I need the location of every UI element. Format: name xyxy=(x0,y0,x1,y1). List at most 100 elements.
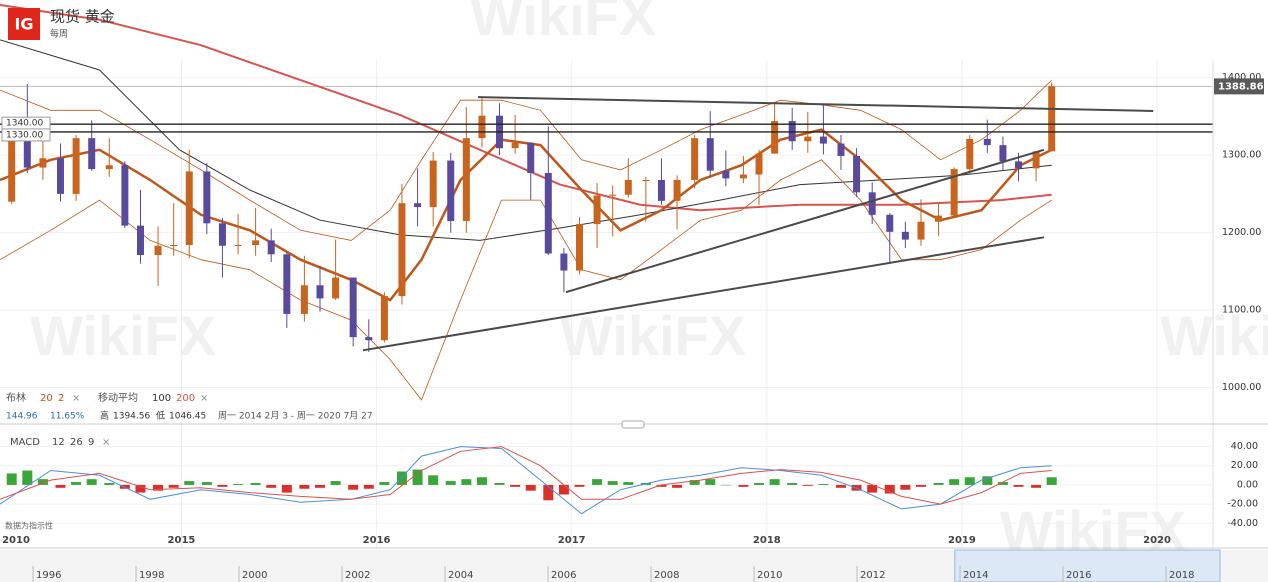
x-tick-label: 2019 xyxy=(948,535,976,546)
change-pct: 11.65% xyxy=(50,412,85,422)
navigator-tick-label: 2014 xyxy=(963,570,988,581)
low-label: 低 xyxy=(156,410,165,422)
navigator-tick-label: 2006 xyxy=(551,570,576,581)
macd-bar xyxy=(266,484,277,488)
candle-body xyxy=(966,138,974,170)
macd-bar xyxy=(396,471,407,485)
candle-body xyxy=(234,245,242,246)
watermark: WikiFX xyxy=(1160,304,1268,367)
overlay-line xyxy=(0,159,1052,401)
macd-bar xyxy=(135,484,146,493)
legend-close[interactable]: × xyxy=(102,437,110,448)
navigator-tick-label: 1996 xyxy=(36,570,61,581)
candle-body xyxy=(706,138,714,171)
candle-body xyxy=(657,179,665,201)
high: 1394.56 xyxy=(113,412,150,422)
legend-close[interactable]: × xyxy=(72,393,80,404)
candle-body xyxy=(868,192,876,215)
candle-body xyxy=(935,215,943,222)
candle-body xyxy=(576,224,584,271)
macd-line xyxy=(0,446,1052,505)
candle-body xyxy=(609,194,617,196)
candle-body xyxy=(72,138,80,194)
navigator-tick-label: 2016 xyxy=(1066,570,1091,581)
macd-bar xyxy=(233,483,244,485)
macd-bar xyxy=(6,473,17,485)
y-tick-label: -40.00 xyxy=(1227,518,1258,529)
macd-bar xyxy=(997,482,1008,485)
macd-bar xyxy=(787,483,798,485)
candle-body xyxy=(917,221,925,240)
watermark: WikiFX xyxy=(470,0,656,47)
candle-body xyxy=(771,121,779,154)
macd-bar xyxy=(884,484,895,494)
candle-body xyxy=(136,225,144,256)
trendline xyxy=(565,148,1045,294)
candle-body xyxy=(478,115,486,139)
logo-box xyxy=(8,8,40,40)
candle-body xyxy=(349,277,357,338)
macd-bar xyxy=(802,484,813,486)
price-plot xyxy=(0,4,1213,401)
high-label: 高 xyxy=(100,410,109,422)
level-label: 1340.00 xyxy=(6,119,43,129)
macd-bar xyxy=(476,477,487,485)
navigator-tick-label: 1998 xyxy=(139,570,164,581)
navigator-window[interactable] xyxy=(954,549,1221,582)
macd-bar xyxy=(543,484,554,501)
candle-body xyxy=(819,136,827,144)
candle-body xyxy=(39,158,47,168)
candle-body xyxy=(983,138,991,146)
title: 现货 黄金 xyxy=(50,8,115,26)
candle-body xyxy=(398,203,406,297)
macd-bar xyxy=(949,479,960,485)
candle-body xyxy=(642,179,650,181)
candle-body xyxy=(462,138,470,221)
legend-param: 20 xyxy=(40,393,53,404)
candle-body xyxy=(527,142,535,173)
last-price-label: 1388.86 xyxy=(1218,81,1264,92)
macd-bar xyxy=(510,484,521,487)
x-tick-label: 2017 xyxy=(558,535,586,546)
period: 每周 xyxy=(50,28,68,40)
macd-bar xyxy=(982,476,993,485)
macd-bar xyxy=(592,479,603,485)
macd-bar xyxy=(379,482,390,485)
y-tick-label: 40.00 xyxy=(1231,441,1258,452)
legend-param: 100 xyxy=(152,393,171,404)
macd-bar xyxy=(55,484,66,488)
macd-param: 12 xyxy=(52,437,65,448)
macd-bar xyxy=(672,484,683,488)
low: 1046.45 xyxy=(169,412,206,422)
macd-bar xyxy=(720,484,731,486)
y-tick-label: 20.00 xyxy=(1231,460,1258,471)
macd-bar xyxy=(71,482,82,485)
navigator[interactable]: 1996 1998 2000 2002 2004 2006 2008 2010 2012 2014… xyxy=(0,549,1268,582)
candle-body xyxy=(283,254,291,314)
candle-body xyxy=(121,165,129,226)
macd-bar xyxy=(168,484,179,488)
candle-body xyxy=(23,135,31,168)
y-tick-label: -20.00 xyxy=(1227,499,1258,510)
candle-body xyxy=(380,296,388,341)
macd-bar xyxy=(1046,477,1057,485)
macd-bar xyxy=(574,484,585,487)
macd-bar xyxy=(915,484,926,487)
x-tick-label: 2018 xyxy=(753,535,781,546)
logo: IG xyxy=(14,15,33,34)
candle-body xyxy=(203,171,211,224)
legend-close[interactable]: × xyxy=(200,393,208,404)
candle-body xyxy=(88,138,96,170)
macd-bar xyxy=(525,484,536,491)
macd-bar xyxy=(281,484,292,493)
resize-handle[interactable] xyxy=(621,420,645,429)
navigator-tick-label: 2000 xyxy=(242,570,267,581)
level-label: 1330.00 xyxy=(6,130,43,140)
candle-body xyxy=(267,240,275,255)
change: 144.96 xyxy=(6,412,38,422)
macd-bar xyxy=(754,483,765,485)
candle-body xyxy=(999,145,1007,162)
macd-bar xyxy=(37,479,48,485)
macd-bar xyxy=(461,479,472,485)
candle-body xyxy=(624,179,632,195)
